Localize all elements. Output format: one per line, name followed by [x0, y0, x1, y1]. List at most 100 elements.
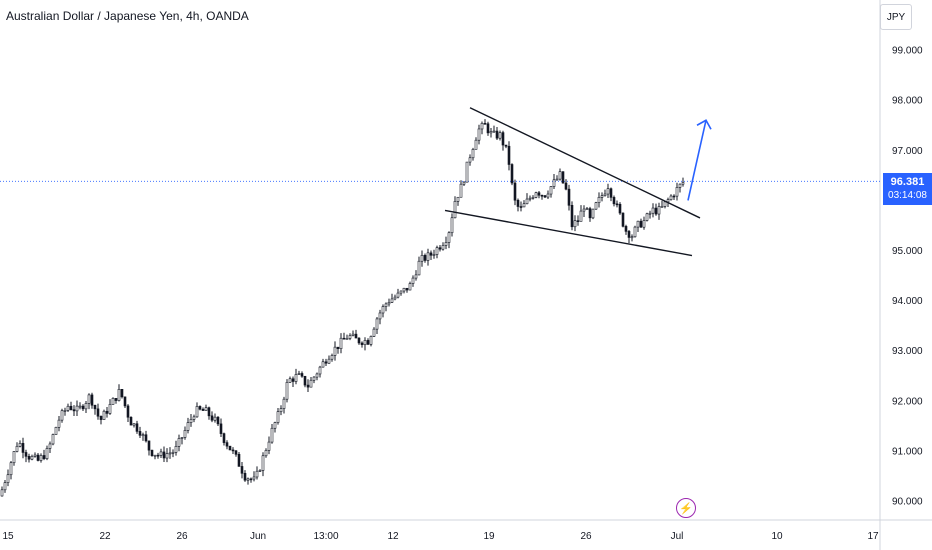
candle-body: [618, 203, 622, 214]
currency-badge[interactable]: JPY: [880, 4, 912, 30]
candle-body: [504, 144, 508, 147]
candle-body: [255, 470, 259, 478]
candle-body: [192, 416, 196, 420]
triangle-lower-trendline[interactable]: [444, 209, 693, 257]
candle-body: [351, 333, 355, 336]
candle-body: [288, 378, 292, 383]
candle-body: [132, 423, 136, 426]
y-tick-label: 92.000: [892, 396, 923, 407]
candle-body: [432, 254, 436, 256]
candle-body: [312, 376, 316, 381]
candle-body: [537, 192, 541, 196]
candle-body: [321, 361, 325, 368]
bar-countdown: 03:14:08: [888, 190, 927, 201]
candle-body: [150, 449, 154, 456]
candle-body: [516, 199, 520, 207]
candle-body: [594, 202, 598, 210]
candle-body: [39, 455, 43, 461]
candle-body: [558, 171, 562, 180]
x-tick-label: Jun: [250, 531, 266, 542]
candle-body: [669, 195, 673, 200]
candle-body: [63, 410, 67, 412]
candle-body: [90, 394, 94, 406]
candle-body: [138, 431, 142, 436]
candle-body: [135, 423, 139, 432]
candle-body: [570, 205, 574, 228]
candle-body: [654, 207, 658, 215]
candle-body: [366, 340, 370, 345]
candle-body: [387, 302, 391, 305]
candle-body: [105, 410, 109, 414]
y-tick-label: 90.000: [892, 497, 923, 508]
candle-body: [87, 394, 91, 404]
y-tick-label: 95.000: [892, 246, 923, 257]
candle-body: [195, 406, 199, 418]
candle-body: [339, 337, 343, 349]
candle-body: [108, 404, 112, 414]
candle-body: [252, 476, 256, 480]
candle-body: [144, 434, 148, 442]
candle-body: [69, 405, 73, 410]
candle-body: [117, 389, 121, 401]
candle-body: [543, 195, 547, 198]
candle-body: [489, 131, 493, 134]
candle-body: [480, 123, 484, 130]
candle-body: [240, 466, 244, 474]
candle-body: [36, 454, 40, 461]
candle-body: [636, 220, 640, 228]
candle-body: [438, 247, 442, 250]
candle-body: [564, 182, 568, 190]
candle-body: [612, 197, 616, 205]
drawings-group: [444, 107, 712, 257]
candle-body: [510, 164, 514, 184]
candle-body: [102, 410, 106, 420]
x-tick-label: 26: [580, 531, 592, 542]
flash-icon[interactable]: ⚡: [676, 498, 696, 518]
candle-body: [6, 474, 10, 483]
candle-body: [621, 212, 625, 227]
candle-body: [93, 404, 97, 410]
candle-body: [48, 443, 52, 449]
candle-body: [333, 346, 337, 356]
candle-body: [45, 448, 49, 459]
chart-title: Australian Dollar / Japanese Yen, 4h, OA…: [6, 9, 249, 23]
y-tick-label: 94.000: [892, 296, 923, 307]
candle-body: [417, 260, 421, 276]
candle-body: [555, 178, 559, 181]
candle-body: [657, 206, 661, 215]
candle-body: [243, 472, 247, 481]
candles-group: [0, 119, 685, 497]
last-price-tag: 96.381 03:14:08: [883, 173, 932, 205]
breakout-arrow[interactable]: [687, 120, 707, 201]
candle-body: [672, 195, 676, 198]
candle-body: [96, 408, 100, 417]
x-tick-label: 26: [176, 531, 188, 542]
candle-body: [591, 208, 595, 219]
candle-body: [249, 478, 253, 481]
candle-body: [141, 434, 145, 437]
candle-body: [276, 411, 280, 423]
x-tick-label: 22: [99, 531, 111, 542]
candle-body: [435, 247, 439, 255]
candle-body: [345, 338, 349, 340]
triangle-upper-trendline[interactable]: [469, 107, 701, 219]
candle-body: [402, 287, 406, 292]
candle-body: [498, 132, 502, 139]
candle-body: [216, 416, 220, 425]
candle-body: [423, 255, 427, 261]
candle-body: [171, 452, 175, 454]
candle-body: [120, 389, 124, 398]
candle-body: [237, 454, 241, 467]
candle-body: [444, 242, 448, 246]
candle-body: [474, 139, 478, 150]
candle-body: [552, 179, 556, 187]
candle-body: [315, 373, 319, 378]
candle-body: [627, 231, 631, 238]
candle-body: [57, 419, 61, 428]
candle-body: [291, 378, 295, 382]
candle-body: [399, 290, 403, 294]
candle-body: [456, 196, 460, 202]
candle-body: [285, 382, 289, 400]
candle-body: [267, 441, 271, 451]
